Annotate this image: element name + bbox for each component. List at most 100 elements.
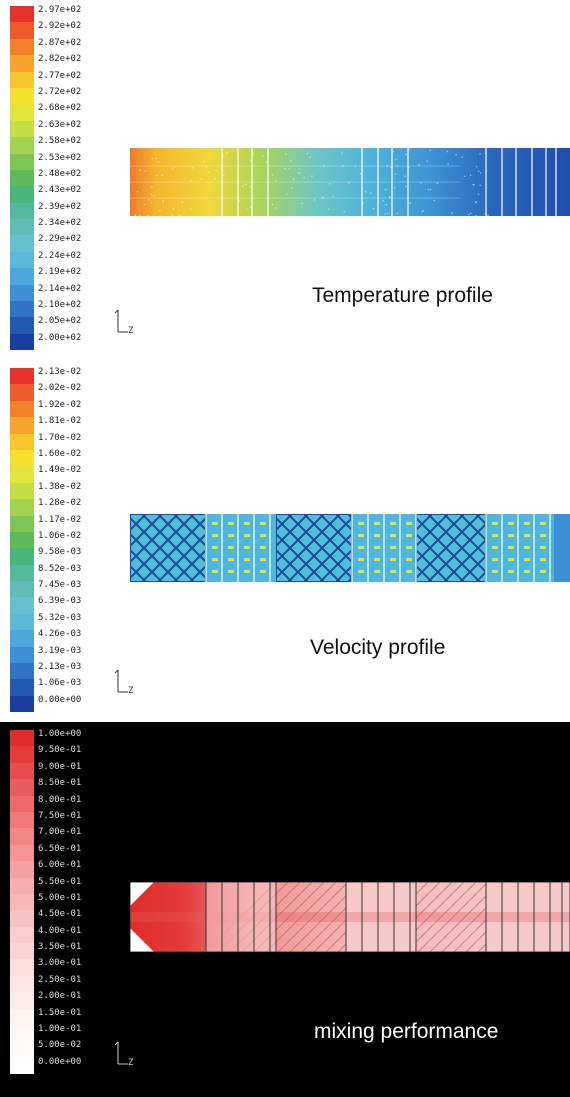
colorbar-swatch bbox=[10, 516, 34, 532]
colorbar-tick-label: 2.00e+02 bbox=[38, 333, 81, 349]
mixing-colorbar bbox=[10, 730, 34, 1074]
colorbar-swatch bbox=[10, 55, 34, 71]
colorbar-swatch bbox=[10, 235, 34, 251]
colorbar-swatch bbox=[10, 927, 34, 943]
colorbar-swatch bbox=[10, 548, 34, 564]
z-axis-label: Z bbox=[128, 686, 133, 696]
colorbar-tick-label: 1.06e-02 bbox=[38, 531, 81, 547]
colorbar-swatch bbox=[10, 597, 34, 613]
colorbar-swatch bbox=[10, 499, 34, 515]
colorbar-swatch bbox=[10, 285, 34, 301]
colorbar-tick-label: 1.00e+00 bbox=[38, 729, 81, 745]
velocity-colorbar-ticks: 2.13e-02 2.02e-02 1.92e-02 1.81e-02 1.70e-02… bbox=[38, 367, 81, 711]
colorbar-swatch bbox=[10, 154, 34, 170]
colorbar-tick-label: 2.68e+02 bbox=[38, 103, 81, 119]
mixing-colorbar-ticks: 1.00e+00 9.50e-01 9.00e-01 8.50e-01 8.00e-01… bbox=[38, 729, 81, 1073]
z-axis-label: Z bbox=[128, 1058, 133, 1068]
colorbar-swatch bbox=[10, 88, 34, 104]
colorbar-swatch bbox=[10, 334, 34, 350]
colorbar-swatch bbox=[10, 779, 34, 795]
z-axis-label: Z bbox=[128, 326, 133, 336]
colorbar-tick-label: 1.50e-01 bbox=[38, 1008, 81, 1024]
colorbar-swatch bbox=[10, 252, 34, 268]
colorbar-tick-label: 9.50e-01 bbox=[38, 745, 81, 761]
colorbar-swatch bbox=[10, 845, 34, 861]
colorbar-tick-label: 2.87e+02 bbox=[38, 38, 81, 54]
colorbar-tick-label: 1.60e-02 bbox=[38, 449, 81, 465]
colorbar-tick-label: 2.05e+02 bbox=[38, 316, 81, 332]
colorbar-tick-label: 4.26e-03 bbox=[38, 629, 81, 645]
mixing-field bbox=[130, 882, 570, 952]
colorbar-tick-label: 4.50e-01 bbox=[38, 909, 81, 925]
colorbar-swatch bbox=[10, 976, 34, 992]
colorbar-swatch bbox=[10, 910, 34, 926]
velocity-colorbar bbox=[10, 368, 34, 712]
colorbar-swatch bbox=[10, 483, 34, 499]
colorbar-tick-label: 8.50e-01 bbox=[38, 778, 81, 794]
colorbar-tick-label: 9.58e-03 bbox=[38, 547, 81, 563]
colorbar-tick-label: 2.53e+02 bbox=[38, 153, 81, 169]
colorbar-tick-label: 3.19e-03 bbox=[38, 646, 81, 662]
colorbar-tick-label: 5.00e-02 bbox=[38, 1040, 81, 1056]
colorbar-tick-label: 1.28e-02 bbox=[38, 498, 81, 514]
colorbar-swatch bbox=[10, 401, 34, 417]
colorbar-tick-label: 2.00e-01 bbox=[38, 991, 81, 1007]
colorbar-swatch bbox=[10, 22, 34, 38]
colorbar-tick-label: 2.39e+02 bbox=[38, 202, 81, 218]
colorbar-swatch bbox=[10, 532, 34, 548]
colorbar-tick-label: 2.34e+02 bbox=[38, 218, 81, 234]
colorbar-swatch bbox=[10, 647, 34, 663]
colorbar-tick-label: 7.00e-01 bbox=[38, 827, 81, 843]
colorbar-tick-label: 8.52e-03 bbox=[38, 564, 81, 580]
colorbar-tick-label: 1.17e-02 bbox=[38, 515, 81, 531]
colorbar-swatch bbox=[10, 1041, 34, 1057]
colorbar-tick-label: 0.00e+00 bbox=[38, 1057, 81, 1073]
colorbar-tick-label: 2.77e+02 bbox=[38, 71, 81, 87]
colorbar-tick-label: 2.43e+02 bbox=[38, 185, 81, 201]
colorbar-swatch bbox=[10, 679, 34, 695]
colorbar-swatch bbox=[10, 894, 34, 910]
colorbar-swatch bbox=[10, 565, 34, 581]
colorbar-swatch bbox=[10, 39, 34, 55]
colorbar-tick-label: 6.00e-01 bbox=[38, 860, 81, 876]
velocity-caption: Velocity profile bbox=[310, 636, 445, 660]
colorbar-swatch bbox=[10, 581, 34, 597]
colorbar-tick-label: 2.72e+02 bbox=[38, 87, 81, 103]
mixing-caption: mixing performance bbox=[314, 1020, 498, 1044]
colorbar-swatch bbox=[10, 268, 34, 284]
colorbar-tick-label: 0.00e+00 bbox=[38, 695, 81, 711]
colorbar-tick-label: 5.32e-03 bbox=[38, 613, 81, 629]
temperature-panel: 2.97e+02 2.92e+02 2.87e+02 2.82e+02 2.77e+02… bbox=[0, 0, 570, 362]
colorbar-swatch bbox=[10, 878, 34, 894]
colorbar-tick-label: 2.58e+02 bbox=[38, 136, 81, 152]
colorbar-tick-label: 2.63e+02 bbox=[38, 120, 81, 136]
colorbar-swatch bbox=[10, 186, 34, 202]
colorbar-swatch bbox=[10, 384, 34, 400]
mixing-panel: 1.00e+00 9.50e-01 9.00e-01 8.50e-01 8.00e-01… bbox=[0, 722, 570, 1097]
colorbar-tick-label: 1.00e-01 bbox=[38, 1024, 81, 1040]
colorbar-tick-label: 1.38e-02 bbox=[38, 482, 81, 498]
colorbar-swatch bbox=[10, 943, 34, 959]
colorbar-tick-label: 2.29e+02 bbox=[38, 234, 81, 250]
colorbar-swatch bbox=[10, 417, 34, 433]
colorbar-swatch bbox=[10, 1009, 34, 1025]
colorbar-swatch bbox=[10, 466, 34, 482]
colorbar-swatch bbox=[10, 6, 34, 22]
colorbar-swatch bbox=[10, 630, 34, 646]
colorbar-swatch bbox=[10, 763, 34, 779]
colorbar-swatch bbox=[10, 170, 34, 186]
colorbar-swatch bbox=[10, 1025, 34, 1041]
colorbar-swatch bbox=[10, 434, 34, 450]
colorbar-tick-label: 2.13e-02 bbox=[38, 367, 81, 383]
colorbar-swatch bbox=[10, 301, 34, 317]
colorbar-swatch bbox=[10, 663, 34, 679]
colorbar-tick-label: 3.50e-01 bbox=[38, 942, 81, 958]
colorbar-swatch bbox=[10, 812, 34, 828]
colorbar-tick-label: 2.10e+02 bbox=[38, 300, 81, 316]
colorbar-tick-label: 6.39e-03 bbox=[38, 596, 81, 612]
velocity-panel: 2.13e-02 2.02e-02 1.92e-02 1.81e-02 1.70e-02… bbox=[0, 362, 570, 722]
colorbar-swatch bbox=[10, 614, 34, 630]
temperature-field bbox=[130, 148, 570, 216]
colorbar-tick-label: 5.50e-01 bbox=[38, 877, 81, 893]
colorbar-tick-label: 7.45e-03 bbox=[38, 580, 81, 596]
